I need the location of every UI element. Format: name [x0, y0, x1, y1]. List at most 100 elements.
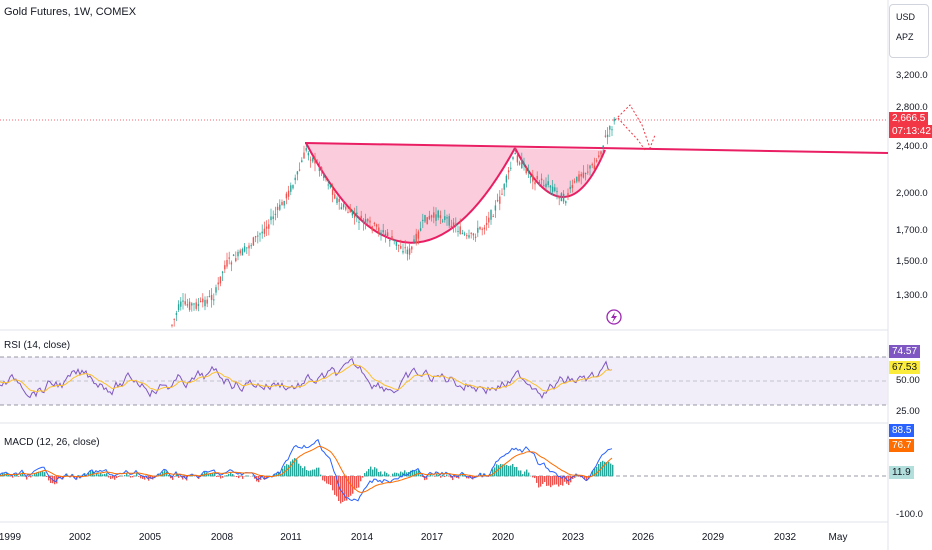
macd-hist-bar [336, 476, 338, 497]
macd-hist-bar [170, 476, 172, 479]
macd-hist-bar [310, 470, 312, 477]
candle-body [349, 207, 351, 213]
macd-line [0, 438, 613, 502]
macd-hist-bar [326, 476, 328, 484]
candle-body [560, 193, 563, 202]
macd-hist-bar [414, 470, 416, 477]
macd-hist-bar [60, 476, 62, 478]
currency-label[interactable]: USD [896, 12, 916, 22]
candle-body [444, 216, 446, 220]
macd-hist-bar [532, 476, 534, 478]
macd-hist-bar [538, 476, 540, 488]
macd-hist-bar [518, 470, 520, 477]
macd-hist-bar [424, 476, 426, 481]
macd-hist-bar [612, 464, 614, 477]
candle-body [463, 233, 466, 235]
macd-hist-bar [584, 476, 586, 480]
candle-body [455, 223, 457, 227]
candle-body [217, 282, 219, 285]
candle-body [591, 164, 593, 166]
macd-hist-bar [384, 471, 386, 477]
macd-hist-bar [236, 476, 238, 478]
macd-hist-bar [16, 474, 18, 477]
macd-hist-bar [500, 463, 502, 477]
macd-hist-bar [214, 472, 216, 477]
candle-body [567, 192, 569, 197]
candle-body [461, 232, 464, 234]
macd-hist-bar [54, 476, 56, 485]
macd-hist-bar [230, 472, 232, 477]
candle-body [298, 169, 301, 171]
candle-body [580, 173, 582, 177]
candle-body [507, 170, 510, 173]
macd-hist-bar [528, 472, 530, 477]
macd-hist-bar [522, 474, 524, 477]
macd-hist-bar [98, 474, 100, 477]
scale-controls[interactable]: USD APZ [889, 4, 929, 58]
price-tick: 2,800.0 [896, 102, 928, 113]
macd-hist-bar [560, 476, 562, 485]
macd-hist-bar [494, 467, 496, 477]
candle-body [285, 193, 288, 199]
candle-body [248, 245, 250, 249]
rsi-label[interactable]: RSI (14, close) [4, 340, 71, 351]
candle-body [338, 198, 340, 202]
candle-body [556, 191, 558, 193]
candle-body [279, 204, 281, 210]
macd-hist-bar [360, 476, 362, 482]
candle-body [496, 199, 499, 202]
candle-body [206, 299, 208, 304]
macd-hist-bar [574, 476, 576, 478]
candle-body [171, 324, 173, 326]
candle-body [512, 157, 514, 159]
macd-hist-bar [118, 476, 120, 477]
macd-hist-bar [374, 467, 376, 477]
macd-hist-bar [546, 476, 548, 486]
candle-body [406, 249, 409, 255]
candle-body [237, 251, 239, 257]
macd-hist-bar [130, 476, 132, 478]
candle-body [221, 271, 224, 274]
candle-body [435, 214, 437, 221]
macd-hist-bar [604, 461, 606, 477]
macd-hist-bar [438, 474, 440, 477]
macd-label[interactable]: MACD (12, 26, close) [4, 437, 100, 448]
macd-hist-bar [406, 472, 408, 477]
macd-hist-bar [176, 473, 178, 477]
scale-mode-label[interactable]: APZ [896, 32, 914, 42]
macd-hist-bar [166, 471, 168, 477]
macd-hist-bar [610, 463, 612, 477]
candle-body [323, 174, 325, 179]
macd-hist-bar [312, 469, 314, 477]
candle-body [316, 161, 318, 163]
candle-body [336, 197, 338, 204]
macd-hist-bar [190, 475, 192, 477]
candle-body [250, 245, 252, 247]
candle-body [369, 220, 371, 223]
macd-hist-bar [222, 476, 224, 478]
macd-hist-bar [456, 476, 458, 478]
candle-body [325, 178, 327, 180]
macd-hist-bar [158, 473, 160, 477]
macd-hist-bar [376, 468, 378, 477]
rsi-ma-line [0, 364, 612, 393]
macd-hist-bar [542, 476, 544, 484]
macd-hist-bar [124, 475, 126, 477]
macd-hist-bar [466, 476, 468, 479]
macd-hist-bar [450, 476, 452, 478]
symbol-title[interactable]: Gold Futures, 1W, COMEX [4, 6, 137, 18]
macd-hist-bar [492, 469, 494, 477]
candle-body [441, 220, 444, 222]
macd-hist-bar [514, 466, 516, 477]
candle-body [254, 236, 257, 238]
candle-body [452, 222, 455, 227]
macd-hist-bar [598, 463, 600, 477]
candle-body [492, 216, 494, 218]
candle-body [426, 217, 428, 225]
candle-body [534, 181, 536, 185]
candle-body [595, 160, 598, 162]
macd-hist-bar [18, 476, 20, 477]
macd-hist-bar [100, 473, 102, 477]
candle-body [184, 301, 186, 305]
